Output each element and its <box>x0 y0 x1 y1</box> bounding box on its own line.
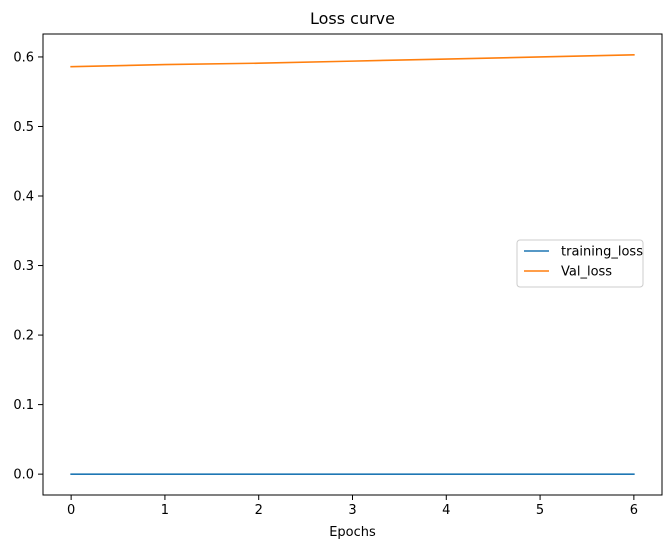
x-tick-label: 0 <box>67 503 75 518</box>
x-tick-label: 4 <box>442 503 450 518</box>
series-line-val-loss <box>70 54 635 68</box>
x-axis: 0 1 2 3 4 5 6 <box>67 495 638 518</box>
x-axis-label: Epochs <box>329 525 376 540</box>
y-tick-label: 0.2 <box>13 329 34 344</box>
y-tick-label: 0.1 <box>13 398 34 413</box>
y-tick-label: 0.3 <box>13 259 34 274</box>
y-tick-label: 0.4 <box>13 190 34 205</box>
x-tick-label: 2 <box>255 503 263 518</box>
y-axis: 0.0 0.1 0.2 0.3 0.4 0.5 0.6 <box>13 50 43 483</box>
y-tick-label: 0.6 <box>13 50 34 65</box>
x-tick-label: 3 <box>348 503 356 518</box>
y-tick-label: 0.0 <box>13 468 34 483</box>
legend-entry-label: Val_loss <box>561 265 612 280</box>
y-tick-label: 0.5 <box>13 120 34 135</box>
legend-entry-label: training_loss <box>561 245 643 260</box>
x-tick-label: 1 <box>161 503 169 518</box>
series-lines <box>70 54 635 475</box>
legend: training_loss Val_loss <box>516 239 644 288</box>
chart-title: Loss curve <box>310 9 395 28</box>
x-tick-label: 5 <box>536 503 544 518</box>
plot-area: 0 1 2 3 4 5 6 0.0 0.1 0.2 0.3 0.4 0.5 0.6 <box>13 33 663 518</box>
x-tick-label: 6 <box>630 503 638 518</box>
